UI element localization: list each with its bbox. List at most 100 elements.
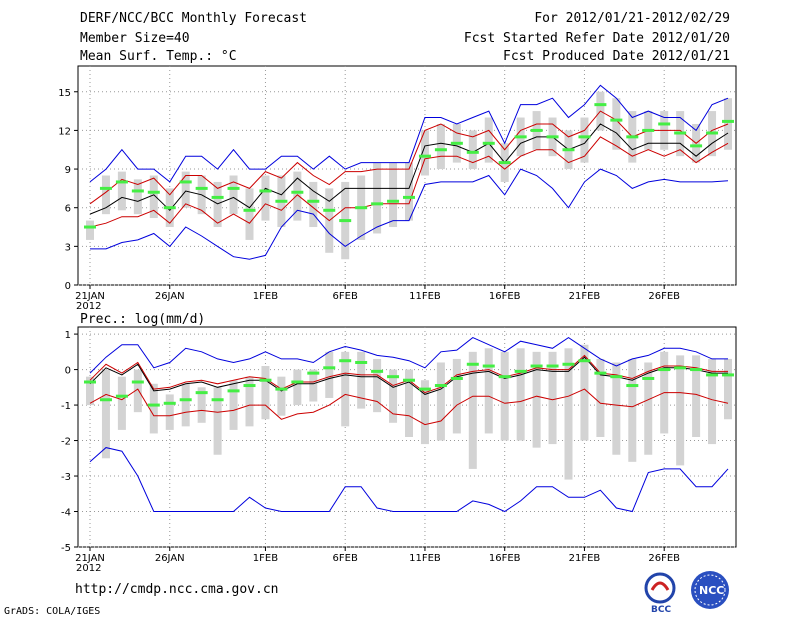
max-line bbox=[89, 336, 728, 374]
spread-box bbox=[405, 369, 413, 437]
chart-title: DERF/NCC/BCC Monthly Forecast bbox=[80, 11, 307, 26]
median-mark bbox=[99, 186, 112, 190]
spread-box bbox=[165, 394, 174, 430]
xtick-label: 26JAN bbox=[155, 553, 185, 564]
min-line bbox=[90, 168, 729, 260]
median-mark bbox=[371, 369, 384, 373]
median-mark bbox=[355, 360, 368, 364]
median-mark bbox=[562, 362, 575, 366]
median-mark bbox=[706, 373, 719, 377]
median-mark bbox=[626, 135, 639, 139]
max-line bbox=[89, 84, 729, 183]
sd-low-line bbox=[89, 136, 729, 228]
median-mark bbox=[514, 135, 527, 139]
median-mark bbox=[530, 128, 543, 132]
ytick-label: 15 bbox=[58, 88, 71, 99]
median-mark bbox=[674, 131, 687, 135]
median-mark bbox=[626, 384, 639, 388]
xtick-label: 11FEB bbox=[409, 553, 441, 564]
spread-box bbox=[468, 351, 477, 469]
spread-box bbox=[564, 348, 573, 480]
precip-panel-title: Prec.: log(mm/d) bbox=[80, 312, 205, 327]
spread-box bbox=[532, 351, 541, 448]
median-mark bbox=[498, 375, 511, 379]
median-mark bbox=[291, 190, 304, 194]
spread-box bbox=[516, 348, 525, 441]
source-url[interactable]: http://cmdp.ncc.cma.gov.cn bbox=[75, 582, 279, 597]
member-size: Member Size=40 bbox=[80, 31, 190, 46]
median-mark bbox=[562, 148, 575, 152]
ytick-label: -5 bbox=[61, 543, 71, 554]
spread-box bbox=[484, 117, 493, 163]
ncc-logo-icon: NCC bbox=[691, 571, 729, 609]
median-mark bbox=[227, 389, 240, 393]
median-mark bbox=[227, 186, 240, 190]
xtick-label: 6FEB bbox=[333, 291, 358, 302]
median-mark bbox=[578, 359, 591, 363]
bcc-logo-text: BCC bbox=[651, 605, 671, 615]
spread-box bbox=[341, 351, 350, 427]
spread-box bbox=[261, 366, 270, 420]
spread-box bbox=[149, 175, 158, 219]
median-mark bbox=[195, 186, 208, 190]
spread-box bbox=[357, 351, 366, 409]
spread-box bbox=[612, 98, 621, 150]
spread-box bbox=[612, 362, 621, 455]
spread-box bbox=[101, 175, 110, 215]
median-mark bbox=[658, 368, 671, 372]
median-mark bbox=[658, 122, 671, 126]
median-mark bbox=[355, 206, 368, 210]
median-mark bbox=[387, 375, 400, 379]
spread-box bbox=[724, 358, 732, 420]
spread-box bbox=[405, 162, 413, 221]
produced-date: Fcst Produced Date 2012/01/21 bbox=[503, 49, 730, 64]
median-mark bbox=[450, 376, 463, 380]
median-mark bbox=[403, 378, 415, 382]
median-mark bbox=[387, 199, 400, 203]
spread-box bbox=[229, 175, 238, 215]
ytick-label: 9 bbox=[65, 165, 71, 176]
ytick-label: 12 bbox=[58, 126, 71, 137]
spread-box bbox=[213, 387, 222, 455]
median-mark bbox=[690, 144, 703, 148]
median-mark bbox=[530, 364, 543, 368]
spread-box bbox=[133, 369, 142, 413]
median-mark bbox=[514, 369, 527, 373]
ncc-logo-text: NCC bbox=[699, 584, 724, 597]
spread-box bbox=[86, 376, 94, 406]
median-mark bbox=[259, 378, 272, 382]
median-mark bbox=[115, 394, 128, 398]
median-mark bbox=[323, 366, 336, 370]
spread-box bbox=[389, 369, 398, 423]
ytick-label: -2 bbox=[61, 437, 71, 448]
spread-box bbox=[309, 181, 318, 228]
median-mark bbox=[498, 161, 511, 165]
spread-box bbox=[293, 171, 302, 221]
spread-box bbox=[580, 117, 589, 163]
median-mark bbox=[482, 364, 495, 368]
median-mark bbox=[243, 384, 256, 388]
spread-box bbox=[628, 358, 637, 462]
median-mark bbox=[546, 135, 559, 139]
xtick-label: 1FEB bbox=[253, 553, 278, 564]
spread-box bbox=[389, 162, 398, 228]
spread-box bbox=[484, 348, 493, 434]
spread-box bbox=[101, 369, 110, 459]
median-mark bbox=[179, 398, 192, 402]
spread-box bbox=[293, 369, 302, 406]
spread-box bbox=[436, 123, 445, 170]
logos: BCC NCC bbox=[644, 571, 729, 615]
spread-box bbox=[436, 362, 445, 441]
median-mark bbox=[99, 398, 112, 402]
median-mark bbox=[546, 364, 559, 368]
spread-box bbox=[325, 351, 334, 398]
median-mark bbox=[195, 391, 208, 395]
median-mark bbox=[403, 195, 415, 199]
ytick-label: 1 bbox=[65, 330, 71, 341]
median-mark bbox=[275, 199, 288, 203]
median-mark bbox=[211, 398, 224, 402]
bcc-logo-icon: BCC bbox=[644, 572, 676, 615]
median-mark bbox=[642, 376, 655, 380]
spread-box bbox=[181, 171, 190, 208]
spread-box bbox=[117, 376, 126, 430]
